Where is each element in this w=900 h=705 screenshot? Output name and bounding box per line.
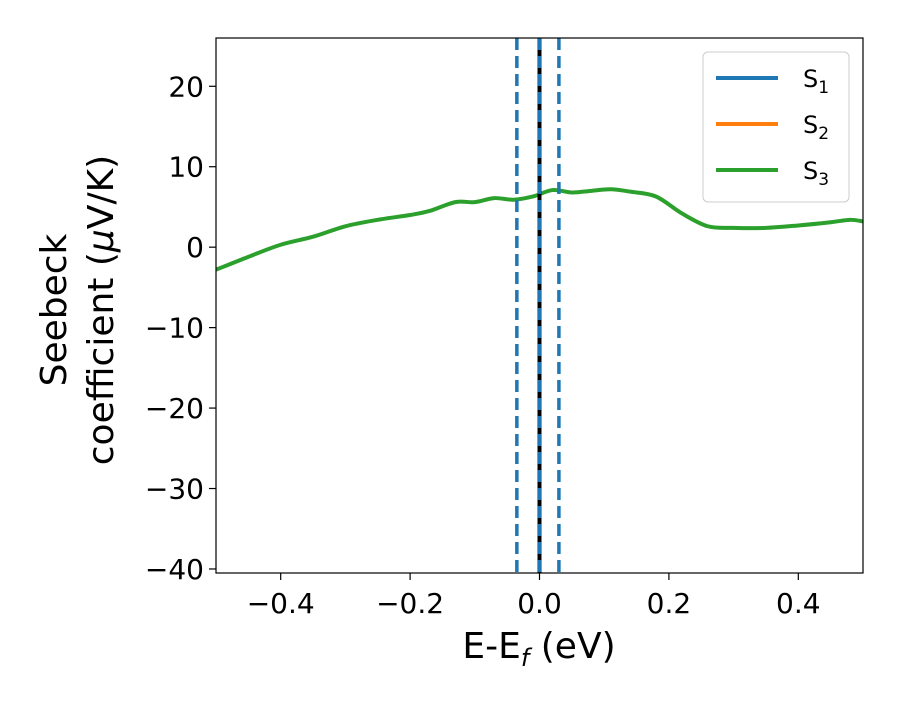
legend-label-sub: 2 [818, 124, 829, 144]
legend-label-sub: 1 [818, 78, 829, 98]
legend-label-3: S3 [803, 157, 829, 190]
x-tick-label: −0.4 [247, 587, 315, 620]
y-tick-label: 20 [168, 70, 204, 103]
y-axis-title-line2-prefix: coefficient ( [81, 252, 122, 465]
y-tick-label: −10 [145, 312, 204, 345]
x-tick-label: 0.4 [776, 587, 821, 620]
x-axis-title-main: E-E [462, 626, 520, 667]
legend-label-2: S2 [803, 111, 829, 144]
series-line-3 [216, 187, 863, 272]
y-tick-label: −20 [145, 392, 204, 425]
x-axis-title-unit: (eV) [529, 626, 615, 667]
y-axis-title-line2-suffix: V/K) [81, 155, 122, 229]
legend-label-1: S1 [803, 65, 829, 98]
x-tick-label: 0.0 [517, 587, 562, 620]
legend-label-main: S [803, 157, 818, 185]
legend-box [702, 51, 850, 203]
y-axis-title-mu: μ [81, 229, 122, 253]
y-tick-label: −30 [145, 473, 204, 506]
legend-label-sub: 3 [818, 170, 829, 190]
y-ticks: −40 −30 −20 −10 0 10 20 [145, 70, 216, 586]
y-tick-label: 10 [168, 151, 204, 184]
x-ticks: −0.4 −0.2 0.0 0.2 0.4 [247, 573, 821, 620]
y-axis-title-line1-text: Seebeck [34, 233, 75, 386]
legend-label-main: S [803, 111, 818, 139]
x-axis-title: E-Ef (eV) [462, 626, 615, 672]
y-tick-label: −40 [145, 553, 204, 586]
data-layer [216, 38, 863, 573]
x-tick-label: −0.2 [376, 587, 444, 620]
x-tick-label: 0.2 [647, 587, 692, 620]
y-tick-label: 0 [186, 231, 204, 264]
legend-label-main: S [803, 65, 818, 93]
y-axis-title-line1: Seebeck [34, 233, 75, 386]
y-axis-title-line2: coefficient (μV/K) [81, 155, 122, 465]
